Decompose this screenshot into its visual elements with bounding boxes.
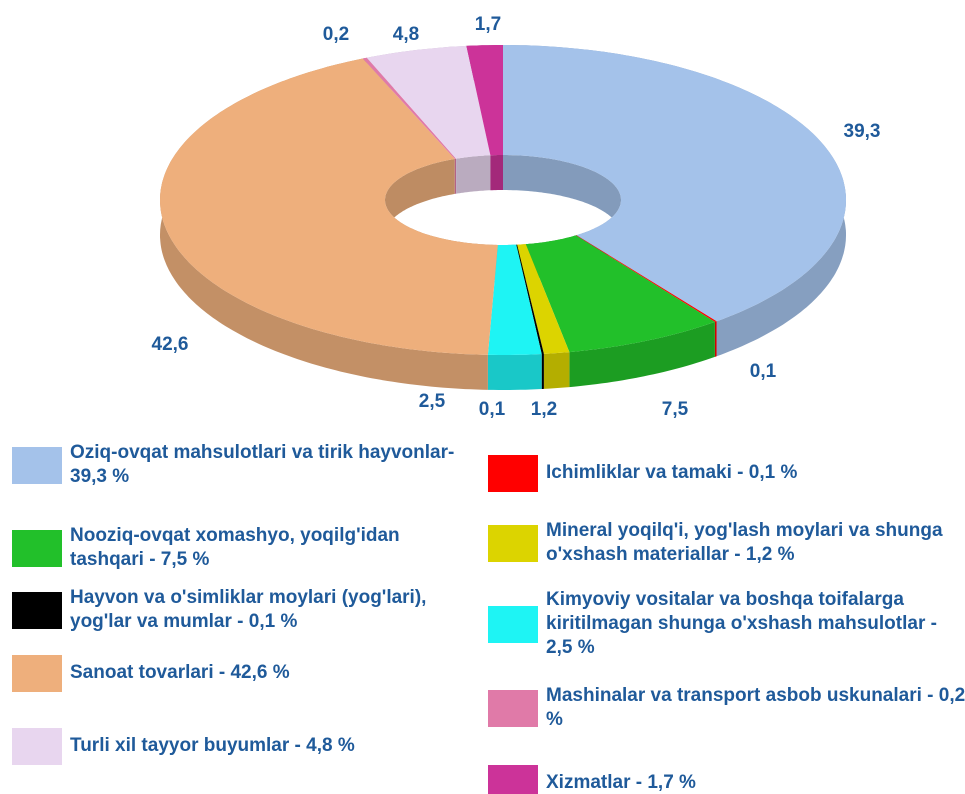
legend-label: Turli xil tayyor buyumlar - 4,8 % — [70, 735, 355, 756]
slice — [466, 45, 503, 156]
slice — [575, 235, 717, 322]
slice — [525, 235, 715, 353]
legend-label: Oziq-ovqat mahsulotlari va tirik hayvonl… — [70, 442, 455, 487]
legend-label: Kimyoviy vositalar va boshqa toifalarga … — [546, 589, 937, 658]
data-label: 1,2 — [531, 399, 557, 420]
slice — [160, 58, 498, 355]
slice-side — [487, 354, 542, 390]
slice-side — [569, 321, 715, 388]
slice — [503, 45, 846, 322]
legend-swatch — [488, 525, 538, 562]
data-label: 42,6 — [152, 334, 189, 355]
legend-label: Sanoat tovarlari - 42,6 % — [70, 662, 290, 683]
legend-swatch — [12, 592, 62, 629]
data-label: 2,5 — [419, 391, 446, 412]
slice — [516, 244, 544, 354]
data-label: 4,8 — [393, 24, 419, 45]
slice-inner-side — [454, 158, 457, 194]
slice-side — [714, 321, 717, 357]
legend-label: Hayvon va o'simliklar moylari (yog'lari)… — [70, 587, 427, 632]
legend-swatch — [488, 606, 538, 643]
legend-swatch — [488, 765, 538, 794]
slice-inner-side — [456, 155, 491, 194]
slice-side — [543, 352, 570, 389]
slice — [366, 45, 491, 159]
legend-label: Nooziq-ovqat xomashyo, yoqilg'idan tashq… — [70, 525, 400, 570]
legend-swatch — [12, 530, 62, 567]
slice-inner-side — [490, 155, 503, 191]
slice — [517, 244, 570, 354]
data-label: 0,1 — [750, 361, 777, 382]
slice-side — [541, 353, 544, 389]
slice — [362, 57, 457, 159]
legend-swatch — [12, 728, 62, 765]
legend-label: Mashinalar va transport asbob uskunalari… — [546, 685, 965, 730]
legend-label: Xizmatlar - 1,7 % — [546, 772, 696, 793]
legend-swatch — [12, 655, 62, 692]
legend-swatch — [12, 447, 62, 484]
legend-swatch — [488, 690, 538, 727]
legend-swatch — [488, 455, 538, 492]
legend-label: Mineral yoqilq'i, yog'lash moylari va sh… — [546, 520, 943, 565]
data-label: 0,2 — [323, 24, 349, 45]
slice-side — [160, 58, 488, 390]
legend-label: Ichimliklar va tamaki - 0,1 % — [546, 462, 798, 483]
data-label: 0,1 — [479, 399, 506, 420]
slice — [487, 244, 542, 355]
data-label: 1,7 — [475, 14, 501, 35]
data-label: 39,3 — [844, 121, 881, 142]
data-label: 7,5 — [662, 399, 689, 420]
